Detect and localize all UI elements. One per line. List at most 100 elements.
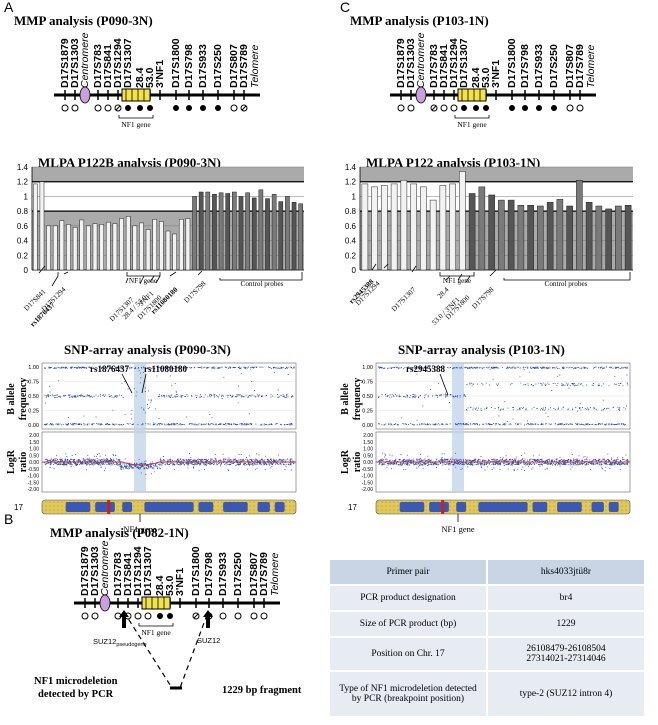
bar	[371, 186, 378, 271]
logr-tick-label: -0.50	[28, 467, 40, 473]
baf-tick-label: 0.00	[28, 423, 39, 429]
logr-tick-label: -1.50	[28, 480, 40, 486]
marker-label: D17S1303	[405, 38, 417, 88]
status-open-icon	[234, 612, 242, 620]
table-cell-label: Type of NF1 microdeletion detected by PC…	[328, 670, 488, 718]
ideogram-band	[478, 502, 528, 512]
bar	[361, 183, 369, 271]
status-filled-icon	[483, 105, 489, 111]
table-cell-value: hks4033jtü8r	[486, 558, 646, 586]
bar	[298, 203, 303, 271]
status-slash	[431, 105, 437, 111]
ideogram-band	[122, 502, 133, 512]
marker-label: Centromere	[99, 540, 111, 596]
mmp-title-a: MMP analysis (P090-3N)	[14, 13, 153, 28]
marker-label: D17S789	[574, 44, 586, 88]
logr-tick-label: -2.00	[28, 487, 40, 493]
bar	[178, 218, 184, 271]
marker-label: D17S807	[228, 44, 240, 88]
baf-points	[378, 366, 629, 426]
arrow-suz12-pseudogene	[119, 610, 129, 628]
logr-tick-label: 2.00	[29, 433, 39, 439]
bar	[165, 230, 171, 271]
bar	[381, 185, 388, 271]
bar	[439, 185, 447, 271]
marker-label: 53.0	[144, 67, 156, 88]
nf1-gene-label: NF1 gene	[141, 628, 171, 637]
y-tick-label: 0.2	[345, 251, 357, 260]
ideogram-band	[198, 502, 214, 512]
bar	[192, 196, 197, 271]
marker-label: D17S933	[533, 44, 545, 88]
fragment-label: 1229 bp fragment	[222, 685, 302, 696]
ideogram-band	[608, 502, 619, 512]
table-row: Type of NF1 microdeletion detected by PC…	[328, 670, 646, 718]
table-cell-label: Position on Chr. 17	[328, 636, 488, 672]
nf1-highlight-band	[134, 363, 146, 492]
status-filled-icon	[551, 105, 557, 111]
marker-label: D17S1294	[448, 38, 460, 88]
status-filled-icon	[509, 105, 515, 111]
marker-label: D17S789	[258, 552, 270, 596]
table-cell-value: type-2 (SUZ12 intron 4)	[486, 670, 646, 718]
status-filled-icon	[536, 105, 542, 111]
bar	[390, 183, 398, 271]
table-cell-label: PCR product designation	[328, 584, 488, 612]
position-2: 27314021-27314046	[526, 654, 606, 664]
bar	[488, 194, 495, 271]
snp-title-a: SNP-array analysis (P090-3N)	[64, 342, 231, 357]
marker-label: 3'NF1	[154, 60, 166, 88]
y-tick-label: 0.6	[17, 222, 29, 231]
logr-tick-label: 1.00	[363, 447, 373, 453]
status-filled-icon	[461, 105, 467, 111]
deletion-label-2: detected by PCR	[38, 689, 114, 700]
status-open-icon	[134, 612, 142, 620]
marker-label: D17S807	[248, 552, 260, 596]
bar	[125, 216, 131, 271]
bar	[132, 225, 138, 271]
marker-label: D17S1303	[69, 38, 81, 88]
status-open-icon	[576, 104, 584, 112]
logr-trend-line	[42, 461, 296, 466]
status-filled-icon	[147, 105, 153, 111]
logr-tick-label: 1.50	[29, 440, 39, 446]
y-tick-label: 1.2	[345, 178, 357, 187]
mmp-title-c: MMP analysis (P103-1N)	[350, 13, 489, 28]
bar	[615, 205, 622, 271]
status-open-icon	[566, 104, 574, 112]
nf1-gene-box	[141, 596, 171, 610]
ideogram-band	[223, 502, 248, 512]
logr-tick-label: 0.50	[363, 453, 373, 459]
status-open-icon	[61, 104, 69, 112]
status-filled-icon	[137, 105, 143, 111]
bar	[478, 186, 486, 271]
marker-label: 3'NF1	[174, 568, 186, 596]
table-cell-value: 1229	[486, 610, 646, 638]
status-filled-icon	[173, 105, 179, 111]
marker-label: D17S789	[238, 44, 250, 88]
bar	[66, 224, 71, 271]
y-tick-label: 1.4	[345, 163, 357, 172]
bar	[429, 199, 437, 271]
mlpa-title-a: MLPA P122B analysis (P090-3N)	[38, 155, 221, 170]
bar	[52, 225, 58, 271]
marker-label: D17S1294	[112, 38, 124, 88]
logr-tick-label: 0.50	[29, 453, 39, 459]
marker-label: Centromere	[79, 32, 91, 88]
marker-label: D17S1879	[395, 38, 407, 88]
ideogram-band	[95, 502, 115, 512]
bar	[46, 225, 51, 271]
bar	[576, 179, 583, 271]
status-open-icon	[219, 612, 227, 620]
bar	[86, 225, 91, 271]
bar	[39, 181, 45, 271]
logr-tick-label: 2.00	[363, 433, 373, 439]
bar	[566, 205, 573, 271]
snp-marker-label: rs1876437	[90, 364, 129, 374]
bar	[265, 198, 270, 271]
label-d17s798-c: D17S798	[471, 285, 496, 310]
status-open-icon	[250, 612, 258, 620]
bar	[556, 199, 564, 271]
